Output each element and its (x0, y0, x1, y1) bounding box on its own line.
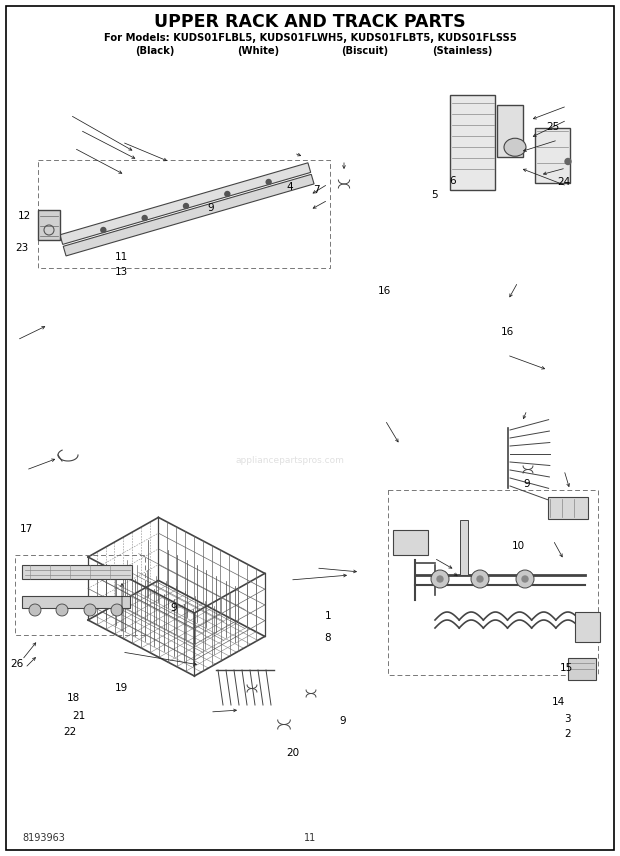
Text: 7: 7 (313, 185, 319, 195)
Text: 16: 16 (378, 286, 391, 296)
Polygon shape (63, 175, 314, 256)
Bar (15, 555, 145, 635)
Text: 8193963: 8193963 (22, 833, 65, 843)
Circle shape (111, 604, 123, 616)
Text: 9: 9 (340, 716, 346, 726)
Text: 25: 25 (546, 122, 560, 132)
Circle shape (437, 576, 443, 582)
Text: 4: 4 (287, 181, 293, 192)
Text: 5: 5 (431, 190, 437, 200)
Text: 9: 9 (170, 603, 177, 613)
Circle shape (101, 228, 106, 233)
Ellipse shape (504, 139, 526, 157)
Text: 17: 17 (19, 524, 33, 534)
Bar (460, 520, 468, 575)
Text: 13: 13 (115, 267, 128, 277)
Circle shape (522, 576, 528, 582)
Bar (22, 596, 130, 608)
Text: UPPER RACK AND TRACK PARTS: UPPER RACK AND TRACK PARTS (154, 13, 466, 31)
Text: 18: 18 (66, 693, 80, 704)
Text: 14: 14 (551, 697, 565, 707)
Circle shape (477, 576, 483, 582)
Text: 8: 8 (324, 633, 330, 643)
Text: 20: 20 (286, 748, 300, 758)
Text: 6: 6 (450, 176, 456, 187)
Text: 9: 9 (524, 479, 530, 489)
Bar (22, 565, 132, 579)
Bar (568, 658, 596, 680)
Text: (Biscuit): (Biscuit) (342, 46, 389, 56)
Text: 12: 12 (18, 211, 32, 221)
Bar (575, 612, 600, 642)
Bar (535, 128, 570, 183)
Text: 15: 15 (559, 663, 573, 673)
Text: 11: 11 (115, 252, 128, 262)
Bar (497, 105, 523, 158)
Text: appliancepartspros.com: appliancepartspros.com (236, 455, 345, 465)
Text: 22: 22 (63, 727, 76, 737)
Circle shape (29, 604, 41, 616)
Circle shape (184, 204, 188, 209)
Text: 16: 16 (500, 327, 514, 337)
Text: 19: 19 (115, 683, 128, 693)
Bar (38, 210, 60, 240)
Circle shape (225, 192, 230, 197)
Circle shape (84, 604, 96, 616)
Bar (450, 95, 495, 190)
Text: 24: 24 (557, 177, 571, 187)
Text: 26: 26 (10, 659, 24, 669)
Text: For Models: KUDS01FLBL5, KUDS01FLWH5, KUDS01FLBT5, KUDS01FLSS5: For Models: KUDS01FLBL5, KUDS01FLWH5, KU… (104, 33, 516, 43)
Circle shape (431, 570, 449, 588)
Text: 11: 11 (304, 833, 316, 843)
Text: (White): (White) (237, 46, 279, 56)
Circle shape (471, 570, 489, 588)
Text: (Stainless): (Stainless) (432, 46, 492, 56)
Text: 21: 21 (73, 710, 86, 721)
Circle shape (56, 604, 68, 616)
Text: 3: 3 (564, 714, 570, 724)
Bar (548, 497, 588, 519)
Circle shape (266, 180, 271, 185)
Polygon shape (60, 163, 311, 245)
Circle shape (516, 570, 534, 588)
Bar (388, 490, 598, 675)
Text: 23: 23 (15, 243, 29, 253)
Circle shape (142, 216, 147, 221)
Text: 2: 2 (564, 729, 570, 740)
Text: 9: 9 (208, 203, 214, 213)
Circle shape (565, 158, 571, 164)
Text: 1: 1 (326, 611, 332, 621)
Bar (393, 530, 428, 555)
Text: (Black): (Black) (135, 46, 175, 56)
Text: 10: 10 (512, 541, 525, 551)
